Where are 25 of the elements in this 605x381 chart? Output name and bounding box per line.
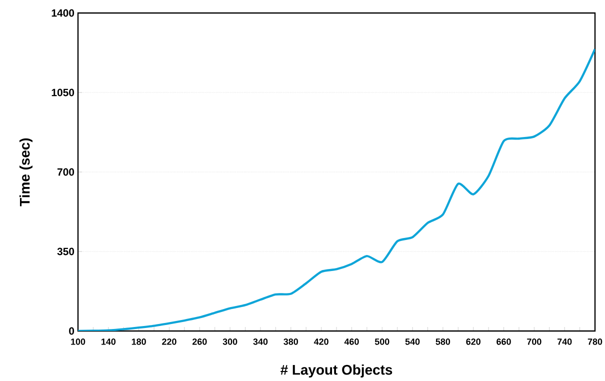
x-tick-label: 460: [344, 338, 359, 345]
x-axis-title: # Layout Objects: [280, 364, 392, 378]
y-tick-label: 700: [57, 168, 74, 176]
x-tick-label: 260: [192, 338, 207, 345]
x-tick-label: 380: [284, 338, 298, 345]
x-tick-label: 100: [71, 338, 86, 345]
y-tick-label: 1400: [52, 9, 74, 17]
x-tick-label: 580: [436, 338, 450, 345]
y-tick-label: 350: [57, 248, 74, 256]
x-tick-label: 660: [496, 338, 511, 345]
x-tick-label: 140: [101, 338, 116, 345]
x-tick-label: 740: [558, 338, 572, 345]
x-tick-label: 540: [405, 338, 420, 345]
x-tick-label: 220: [162, 338, 176, 345]
x-tick-label: 300: [222, 338, 238, 345]
x-tick-label: 340: [253, 338, 268, 345]
y-tick-label: 1050: [52, 88, 74, 96]
x-tick-label: 700: [527, 338, 542, 345]
x-tick-label: 180: [132, 338, 146, 345]
x-tick-label: 500: [374, 338, 390, 345]
x-tick-label: 620: [466, 338, 480, 345]
x-tick-label: 780: [588, 338, 602, 345]
y-axis-title: Time (sec): [19, 138, 32, 206]
x-tick-label: 420: [314, 338, 328, 345]
y-tick-label: 0: [69, 327, 74, 335]
